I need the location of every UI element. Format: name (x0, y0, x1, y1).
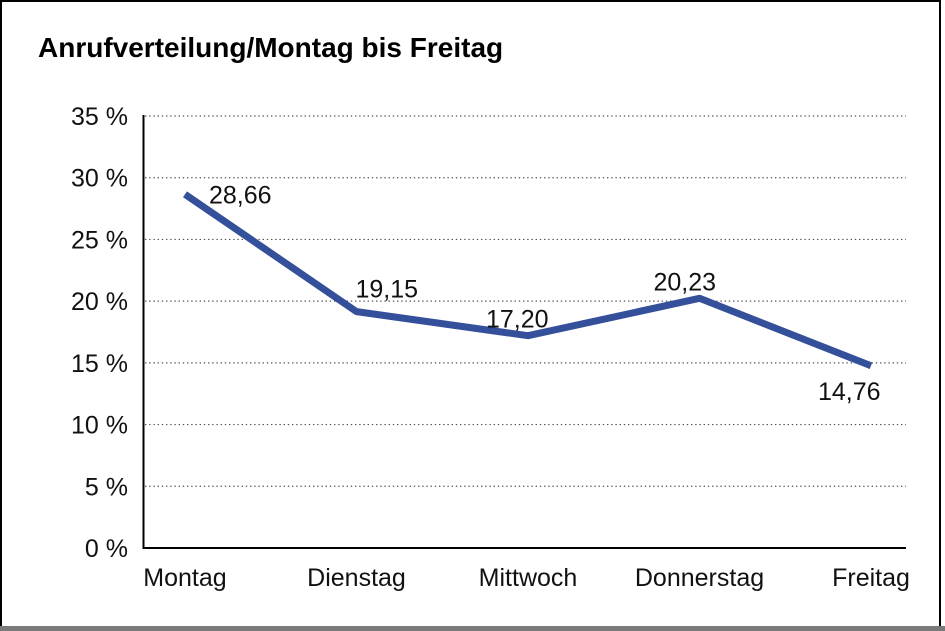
y-tick-label: 20 % (71, 288, 128, 316)
data-label: 20,23 (654, 268, 717, 296)
y-tick-label: 0 % (85, 535, 128, 563)
data-label: 14,76 (818, 378, 881, 406)
chart-title: Anrufverteilung/Montag bis Freitag (38, 32, 504, 63)
x-category-label: Mittwoch (479, 564, 578, 592)
window-bottom-edge (0, 626, 945, 631)
data-label: 28,66 (209, 181, 272, 209)
x-category-label: Montag (143, 564, 226, 592)
x-category-label: Dienstag (307, 564, 406, 592)
y-tick-label: 5 % (85, 473, 128, 501)
data-label: 19,15 (356, 276, 419, 304)
y-tick-label: 30 % (71, 165, 128, 193)
y-tick-label: 15 % (71, 350, 128, 378)
y-tick-label: 25 % (71, 226, 128, 254)
x-category-label: Donnerstag (635, 564, 764, 592)
x-category-label: Freitag (832, 564, 910, 592)
y-tick-label: 35 % (71, 103, 128, 131)
series-line (183, 191, 873, 370)
data-label: 17,20 (486, 306, 549, 334)
y-tick-label: 10 % (71, 412, 128, 440)
